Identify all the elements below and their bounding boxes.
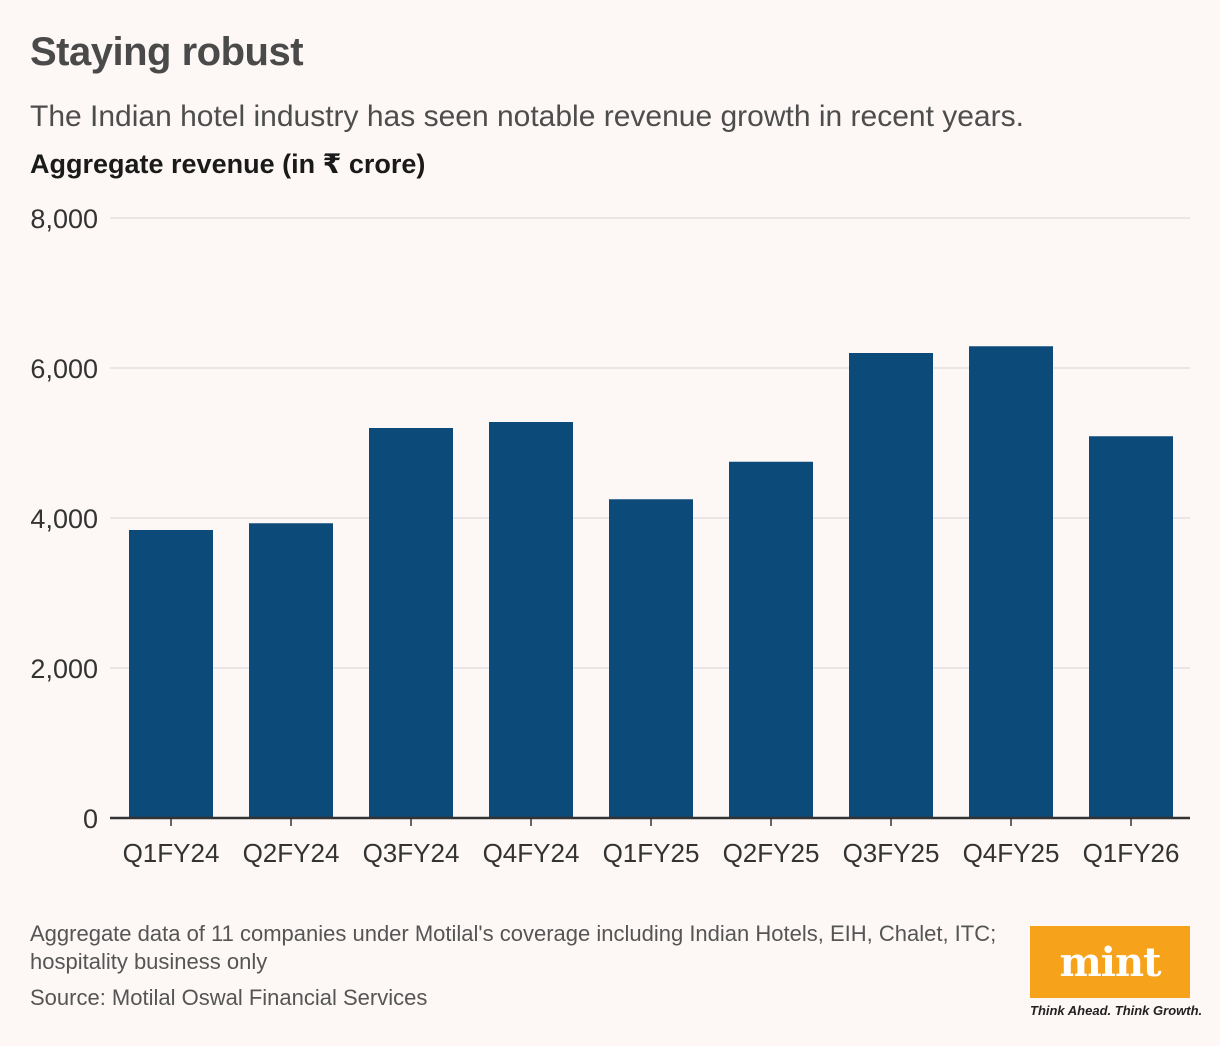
y-tick-label: 8,000 (30, 204, 98, 234)
logo-wordmark: mint (1059, 938, 1161, 986)
x-tick-label: Q1FY26 (1083, 838, 1180, 868)
x-tick-label: Q2FY25 (723, 838, 820, 868)
footnote: Aggregate data of 11 companies under Mot… (30, 921, 997, 974)
x-tick-label: Q1FY25 (603, 838, 700, 868)
x-tick-label: Q1FY24 (123, 838, 220, 868)
mint-logo: mint (1030, 926, 1190, 998)
y-axis-label: Aggregate revenue (in ₹ crore) (30, 149, 426, 179)
bar (129, 530, 213, 818)
chart-subtitle: The Indian hotel industry has seen notab… (30, 100, 1024, 133)
bar (249, 523, 333, 818)
x-tick-label: Q3FY24 (363, 838, 460, 868)
bar (369, 428, 453, 818)
y-tick-label: 4,000 (30, 504, 98, 534)
chart-title: Staying robust (30, 30, 304, 74)
x-tick-label: Q2FY24 (243, 838, 340, 868)
bar (849, 353, 933, 818)
y-tick-label: 2,000 (30, 654, 98, 684)
bar (969, 346, 1053, 818)
x-tick-label: Q4FY25 (963, 838, 1060, 868)
logo-tagline: Think Ahead. Think Growth. (1030, 1003, 1203, 1018)
bar (489, 422, 573, 818)
bar (1089, 436, 1173, 818)
x-tick-label: Q4FY24 (483, 838, 580, 868)
y-tick-label: 0 (83, 804, 98, 834)
bar (729, 461, 813, 818)
source-note: Source: Motilal Oswal Financial Services (30, 985, 428, 1010)
bar (609, 499, 693, 818)
bar-chart: 0 2,000 4,000 6,000 8,000 Q1FY24 Q2FY24 Q3FY24 Q… (30, 204, 1190, 868)
x-tick-label: Q3FY25 (843, 838, 940, 868)
y-tick-label: 6,000 (30, 354, 98, 384)
